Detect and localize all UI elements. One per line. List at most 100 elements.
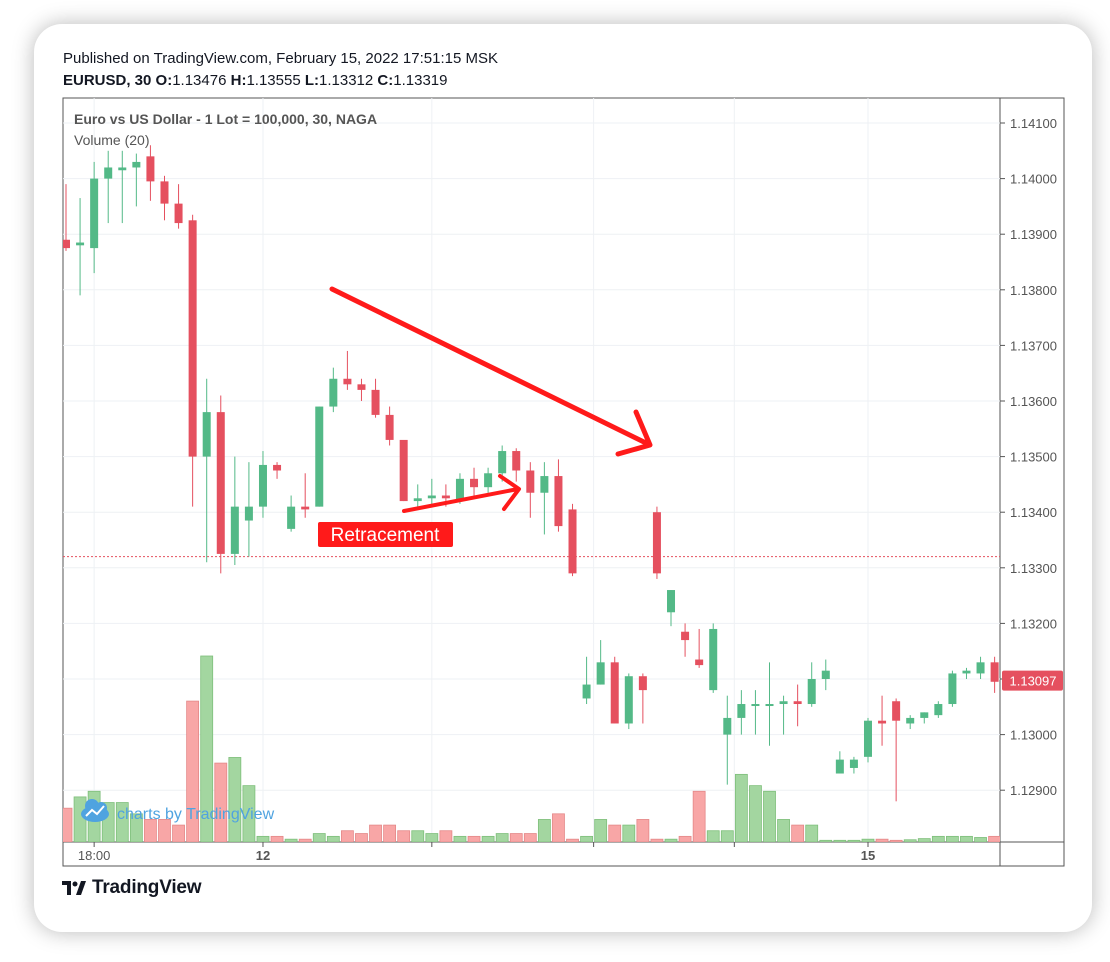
candle[interactable]: [610, 656, 619, 724]
candle[interactable]: [329, 367, 338, 413]
volume-bar: [678, 835, 692, 842]
candle[interactable]: [62, 184, 70, 251]
candle-body: [976, 662, 985, 674]
volume-bar: [425, 833, 439, 842]
candle[interactable]: [920, 712, 929, 724]
candle[interactable]: [962, 667, 971, 679]
price-axis[interactable]: 1.14100 1.14000 1.13900 1.13800 1.13700 1.136…: [1000, 116, 1057, 798]
y-tick-label: 1.13700: [1010, 338, 1057, 353]
candle[interactable]: [146, 145, 155, 201]
candle[interactable]: [737, 690, 746, 735]
volume-bar: [805, 824, 819, 842]
volume-bar: [974, 837, 987, 842]
candle[interactable]: [357, 378, 366, 401]
candle-body: [484, 473, 493, 488]
candle[interactable]: [709, 623, 718, 693]
candle-body: [807, 679, 816, 705]
candle[interactable]: [118, 150, 127, 224]
volume-bar: [875, 838, 889, 842]
time-axis[interactable]: 18:00 12 15: [78, 842, 875, 863]
candle[interactable]: [906, 715, 915, 730]
candle[interactable]: [287, 495, 296, 532]
candle-body: [273, 464, 282, 471]
candle[interactable]: [835, 751, 844, 774]
candle[interactable]: [751, 690, 760, 735]
candle[interactable]: [990, 656, 999, 693]
candle[interactable]: [273, 462, 282, 479]
candle[interactable]: [470, 467, 479, 496]
candle-body: [652, 512, 661, 574]
candle[interactable]: [793, 684, 802, 727]
candle-body: [723, 717, 732, 735]
candle[interactable]: [934, 701, 943, 718]
volume-bar: [636, 819, 650, 842]
candle[interactable]: [695, 628, 704, 668]
candle[interactable]: [399, 439, 408, 502]
volume-bar: [383, 824, 397, 842]
candle[interactable]: [230, 456, 239, 566]
candle[interactable]: [638, 673, 647, 724]
candle[interactable]: [596, 640, 605, 685]
candle[interactable]: [681, 623, 690, 657]
volume-bar: [960, 835, 973, 842]
candle[interactable]: [652, 506, 661, 579]
candle[interactable]: [160, 175, 169, 221]
candle[interactable]: [512, 448, 521, 482]
candle[interactable]: [315, 406, 324, 507]
candle[interactable]: [554, 459, 563, 532]
candle[interactable]: [343, 350, 352, 390]
candle[interactable]: [540, 462, 549, 535]
cloud-icon: [81, 799, 109, 822]
candle[interactable]: [849, 756, 858, 774]
candle[interactable]: [821, 659, 830, 691]
y-tick-label: 1.12900: [1010, 783, 1057, 798]
volume-bar: [439, 830, 453, 842]
candle[interactable]: [104, 150, 113, 224]
candle-body: [821, 670, 830, 679]
volume-bar: [706, 830, 720, 842]
candle-body: [470, 478, 479, 488]
volume-bar: [242, 785, 256, 842]
volume-bar: [847, 839, 861, 842]
candle[interactable]: [765, 662, 774, 746]
candle[interactable]: [244, 462, 253, 557]
candle[interactable]: [667, 590, 676, 627]
tradingview-logo[interactable]: TradingView: [62, 877, 202, 899]
candle[interactable]: [90, 161, 99, 274]
candle[interactable]: [301, 473, 310, 518]
candle[interactable]: [723, 695, 732, 785]
candle[interactable]: [807, 662, 816, 707]
candle[interactable]: [624, 673, 633, 730]
candle[interactable]: [188, 214, 197, 507]
candle[interactable]: [582, 656, 591, 705]
candle-body: [934, 704, 943, 716]
volume-bar: [749, 785, 762, 842]
candle[interactable]: [258, 451, 267, 518]
candle[interactable]: [948, 670, 957, 707]
candle[interactable]: [174, 184, 183, 229]
candle[interactable]: [427, 478, 436, 507]
candle[interactable]: [76, 198, 85, 296]
candle[interactable]: [132, 153, 141, 207]
volume-bar: [481, 835, 495, 842]
candle[interactable]: [976, 656, 985, 679]
candle-body: [202, 412, 211, 457]
candle[interactable]: [484, 467, 493, 493]
candle[interactable]: [779, 695, 788, 735]
retracement-label-box: [318, 522, 453, 547]
candle[interactable]: [216, 395, 225, 574]
candle[interactable]: [202, 378, 211, 563]
volume-bar: [537, 819, 551, 842]
candle[interactable]: [371, 378, 380, 418]
candle[interactable]: [385, 406, 394, 446]
candle[interactable]: [568, 503, 577, 577]
candle[interactable]: [526, 462, 535, 518]
candle-body: [540, 476, 549, 493]
candle[interactable]: [878, 695, 887, 746]
volume-bar: [73, 796, 87, 842]
candle[interactable]: [863, 717, 872, 763]
candle[interactable]: [892, 698, 901, 802]
candle-body: [160, 181, 169, 204]
candle[interactable]: [413, 484, 422, 507]
